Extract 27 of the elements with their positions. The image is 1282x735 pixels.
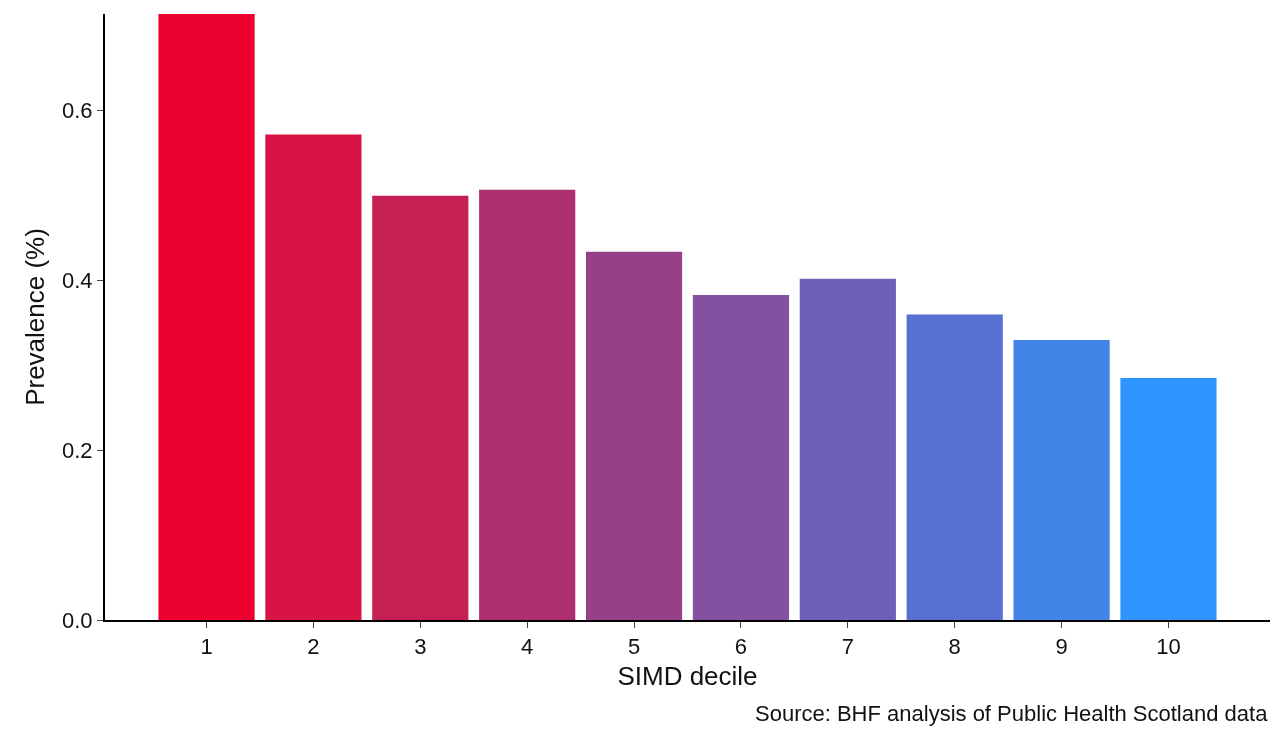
x-tick-label: 8	[948, 634, 961, 660]
y-tick-label: 0.6	[62, 98, 93, 124]
x-tick-label: 1	[200, 634, 213, 660]
bar	[158, 14, 255, 620]
x-tick-label: 2	[307, 634, 320, 660]
y-tick-label: 0.2	[62, 437, 93, 463]
bar	[1013, 339, 1110, 620]
bar	[479, 189, 576, 620]
y-axis-title: Prevalence (%)	[19, 228, 50, 406]
bar	[1120, 378, 1217, 620]
bar	[799, 278, 896, 620]
y-tick-label: 0.0	[62, 607, 93, 633]
x-tick-label: 7	[841, 634, 854, 660]
x-axis-title: SIMD decile	[617, 660, 758, 691]
x-tick-label: 3	[414, 634, 427, 660]
bar	[692, 294, 790, 620]
bar	[265, 134, 362, 620]
x-tick-label: 5	[627, 634, 641, 660]
bar	[906, 314, 1003, 620]
x-tick-label: 9	[1055, 634, 1068, 660]
x-tick-label: 4	[521, 634, 534, 660]
y-tick-label: 0.4	[62, 268, 93, 294]
source-note: Source: BHF analysis of Public Health Scotland data	[755, 701, 1269, 726]
bar	[585, 251, 683, 620]
x-tick-label: 10	[1156, 634, 1181, 660]
bar	[372, 195, 469, 620]
x-tick-label: 6	[734, 634, 748, 660]
